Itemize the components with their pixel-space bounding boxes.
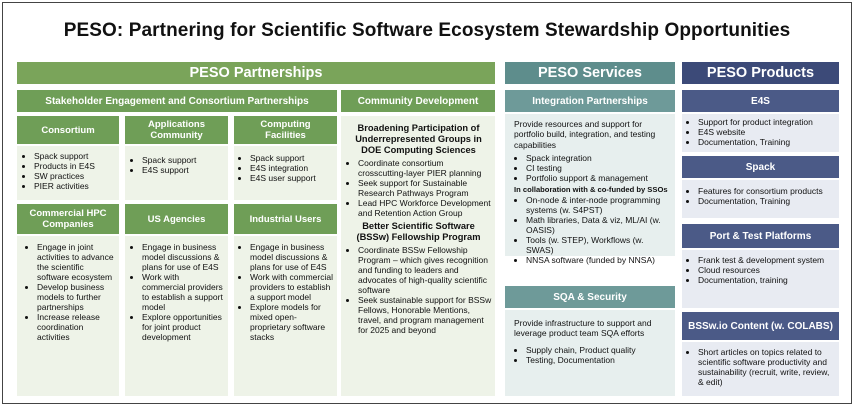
products-header: PESO Products (682, 62, 839, 84)
broadening-participation-heading: Broadening Participation of Underreprese… (355, 123, 482, 155)
list-item: Work with commercial providers to establ… (142, 272, 224, 312)
list-item: Documentation, Training (698, 196, 839, 206)
list-item: Features for consortium products (698, 186, 839, 196)
list-item: Develop business models to further partn… (37, 282, 115, 312)
list-item: Portfolio support & management (526, 173, 671, 183)
e4s-panel: Support for product integration E4S webs… (682, 114, 839, 152)
list-item: SW practices (34, 171, 119, 181)
commercial-hpc-header: Commercial HPC Companies (17, 204, 119, 234)
bssw-content-header: BSSw.io Content (w. COLABS) (682, 312, 839, 340)
us-agencies-header: US Agencies (125, 204, 228, 234)
list-item: Seek sustainable support for BSSw Fellow… (358, 295, 492, 335)
apps-title-line1: Applications (147, 119, 205, 130)
list-item: Engage in business model discussions & p… (142, 242, 224, 272)
services-header: PESO Services (505, 62, 675, 84)
commercial-hpc-panel: Engage in joint activities to advance th… (17, 236, 119, 396)
list-item: Short articles on topics related to scie… (698, 347, 835, 387)
list-item: Products in E4S (34, 161, 119, 171)
list-item: E4S user support (250, 173, 337, 183)
industrial-users-panel: Engage in business model discussions & p… (234, 236, 337, 396)
list-item: CI testing (526, 163, 671, 173)
list-item: Spack support (250, 153, 337, 163)
sqa-security-header: SQA & Security (505, 286, 675, 308)
spack-panel: Features for consortium products Documen… (682, 180, 839, 218)
list-item: Spack support (142, 155, 228, 165)
port-test-platforms-panel: Frank test & development system Cloud re… (682, 250, 839, 308)
list-item: E4S integration (250, 163, 337, 173)
list-item: Frank test & development system (698, 255, 835, 265)
list-item: Support for product integration (698, 117, 839, 127)
list-item: On-node & inter-node programming systems… (526, 195, 671, 215)
integration-intro: Provide resources and support for portfo… (514, 119, 656, 150)
list-item: Explore opportunities for joint product … (142, 312, 224, 342)
list-item: Lead HPC Workforce Development and Reten… (358, 198, 492, 218)
list-item: Engage in business model discussions & p… (250, 242, 334, 272)
commercial-title-line1: Commercial HPC (29, 208, 107, 219)
community-header: Community Development (341, 90, 495, 112)
port-test-platforms-header: Port & Test Platforms (682, 224, 839, 248)
stakeholder-header: Stakeholder Engagement and Consortium Pa… (17, 90, 337, 112)
list-item: Math libraries, Data & viz, ML/AI (w. OA… (526, 215, 671, 235)
list-item: Coordinate consortium crosscutting-layer… (358, 158, 492, 178)
list-item: Cloud resources (698, 265, 835, 275)
sqa-security-panel: Provide infrastructure to support and le… (505, 310, 675, 396)
list-item: NNSA software (funded by NNSA) (526, 255, 671, 265)
bssw-fellowship-heading: Better Scientific Software (BSSw) Fellow… (356, 221, 481, 242)
list-item: Explore models for mixed open-proprietar… (250, 302, 334, 342)
us-agencies-panel: Engage in business model discussions & p… (125, 236, 228, 396)
spack-header: Spack (682, 156, 839, 178)
list-item: Coordinate BSSw Fellowship Program – whi… (358, 245, 492, 295)
list-item: Spack support (34, 151, 119, 161)
commercial-title-line2: Companies (42, 219, 94, 230)
list-item: PIER activities (34, 181, 119, 191)
list-item: Work with commercial providers to establ… (250, 272, 334, 302)
integration-partnerships-header: Integration Partnerships (505, 90, 675, 112)
consortium-header: Consortium (17, 116, 119, 144)
apps-community-panel: Spack support E4S support (125, 146, 228, 200)
computing-facilities-panel: Spack support E4S integration E4S user s… (234, 146, 337, 200)
sqa-intro: Provide infrastructure to support and le… (514, 318, 652, 339)
consortium-panel: Spack support Products in E4S SW practic… (17, 146, 119, 200)
computing-title-line2: Facilities (265, 130, 306, 141)
list-item: Documentation, training (698, 275, 835, 285)
apps-title-line2: Community (150, 130, 203, 141)
computing-facilities-header: Computing Facilities (234, 116, 337, 144)
page-title: PESO: Partnering for Scientific Software… (63, 20, 791, 41)
bssw-content-panel: Short articles on topics related to scie… (682, 342, 839, 396)
list-item: Seek support for Sustainable Research Pa… (358, 178, 492, 198)
list-item: Tools (w. STEP), Workflows (w. SWAS) (526, 235, 671, 255)
list-item: Spack integration (526, 153, 671, 163)
partnerships-header: PESO Partnerships (17, 62, 495, 84)
apps-community-header: Applications Community (125, 116, 228, 144)
e4s-header: E4S (682, 90, 839, 112)
collaboration-note: In collaboration with & co-funded by SSO… (514, 184, 668, 194)
list-item: E4S website (698, 127, 839, 137)
computing-title-line1: Computing (260, 119, 311, 130)
list-item: Supply chain, Product quality (526, 345, 671, 355)
list-item: Documentation, Training (698, 137, 839, 147)
integration-partnerships-panel: Provide resources and support for portfo… (505, 114, 675, 265)
community-development-panel: Broadening Participation of Underreprese… (341, 116, 495, 396)
industrial-users-header: Industrial Users (234, 204, 337, 234)
list-item: Testing, Documentation (526, 355, 671, 365)
list-item: Increase release coordination activities (37, 312, 115, 342)
list-item: Engage in joint activities to advance th… (37, 242, 115, 282)
list-item: E4S support (142, 165, 228, 175)
